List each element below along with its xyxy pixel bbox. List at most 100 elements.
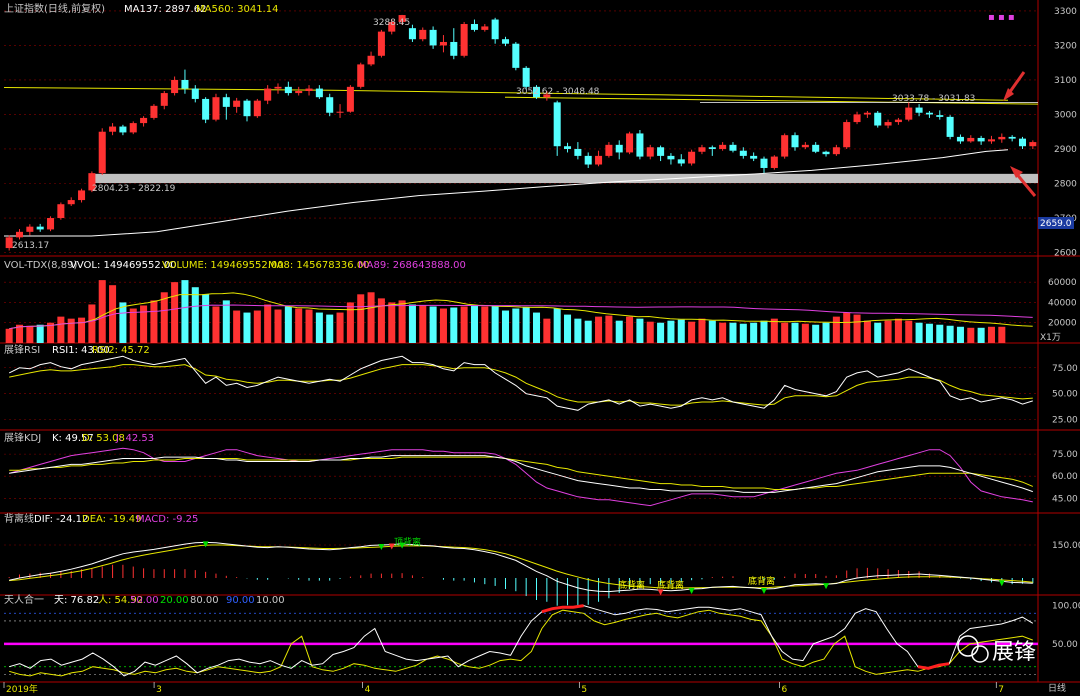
- volume-bar-88: [915, 322, 923, 343]
- candle-body-76: [791, 135, 799, 148]
- volume-bar-94: [977, 327, 985, 343]
- candle-body-83: [863, 112, 871, 115]
- volume-bar-17: [181, 280, 189, 343]
- volume-bar-75: [781, 322, 789, 343]
- tian-highlight-bottom: [917, 662, 950, 670]
- candle-body-70: [729, 144, 737, 151]
- candle-body-13: [140, 117, 148, 124]
- vvol-label: VVOL: 149469552.00: [70, 260, 177, 271]
- candle-body-35: [367, 55, 375, 65]
- volume-bar-51: [532, 312, 541, 343]
- volume-bar-52: [543, 318, 551, 343]
- volume-bar-71: [739, 323, 747, 343]
- candle-body-77: [801, 144, 809, 148]
- support-band: [90, 173, 1038, 184]
- vol-tick-20000: 20000: [1048, 319, 1077, 329]
- volume-bar-93: [967, 327, 975, 343]
- candle-body-12: [129, 123, 137, 133]
- macd-marker-top-2: [378, 544, 385, 550]
- candle-body-4: [47, 218, 55, 230]
- volume-bar-20: [212, 306, 220, 343]
- volume-bar-74: [770, 318, 778, 343]
- volume-bar-82: [853, 314, 861, 343]
- x-label-5: 7: [998, 685, 1004, 695]
- candle-body-22: [233, 100, 241, 107]
- rsi-tick-50: 50.00: [1052, 390, 1078, 400]
- bottom-divergence-label-3: 底背离: [748, 575, 775, 587]
- candle-body-86: [894, 119, 902, 123]
- candle-body-9: [98, 131, 106, 174]
- macd-tick-150: 150.00: [1052, 541, 1080, 551]
- volume-bar-23: [243, 312, 251, 343]
- candle-body-60: [626, 133, 634, 153]
- macd-marker-top-1: [202, 541, 209, 548]
- candle-body-23: [243, 100, 251, 117]
- red-arrow-2: [1010, 166, 1037, 197]
- price-annotations: 2613.17 2804.23 - 2822.19 3288.45 3052.6…: [12, 18, 975, 251]
- candle-body-55: [574, 148, 582, 156]
- current-price-value: 2659.0: [1040, 219, 1072, 229]
- candle-body-7: [78, 190, 86, 201]
- annotation-high: 3288.45: [373, 18, 410, 28]
- volume-bar-42: [439, 308, 447, 343]
- ren-line: [9, 609, 1033, 677]
- candle-body-74: [770, 156, 778, 168]
- kdj-d-line: [9, 456, 1033, 490]
- ma137-line: [4, 149, 1009, 237]
- volume-bar-43: [450, 307, 458, 343]
- volume-bar-15: [160, 292, 168, 343]
- macd-marker-bottom-1: [657, 589, 664, 596]
- volume-bar-73: [760, 320, 768, 343]
- candle-body-15: [160, 93, 168, 106]
- volume-bar-58: [605, 315, 613, 343]
- candle-body-11: [119, 126, 127, 133]
- period-label: 日线: [1048, 682, 1066, 694]
- candle-body-94: [977, 137, 985, 142]
- x-label-4: 6: [782, 685, 788, 695]
- volume-bar-4: [47, 322, 55, 343]
- candle-body-5: [57, 204, 65, 219]
- macd-label: MACD: -9.25: [136, 514, 198, 525]
- volume-bar-29: [305, 309, 313, 343]
- volume-bar-35: [367, 292, 375, 343]
- rsi-tick-75: 75.00: [1052, 364, 1078, 374]
- current-price-box: [1038, 217, 1074, 229]
- candle-body-29: [305, 88, 313, 91]
- macd-marker-bottom-4: [823, 583, 830, 590]
- volume-bar-85: [884, 320, 892, 343]
- volume-bar-32: [336, 312, 344, 343]
- volume-bar-55: [574, 318, 582, 343]
- candle-body-49: [512, 43, 520, 68]
- tian-line: [9, 605, 1034, 677]
- candle-body-47: [491, 19, 499, 40]
- volume-bar-13: [140, 305, 148, 343]
- macd-marker-top-3: [399, 542, 406, 549]
- candle-body-27: [284, 86, 292, 94]
- candle-body-26: [274, 86, 282, 89]
- volume-bar-45: [470, 305, 478, 343]
- candle-body-38: [398, 15, 406, 22]
- kdj-title: 展锋KDJ: [4, 431, 41, 444]
- volume-bar-33: [346, 302, 354, 343]
- kdj-k-label: K: 49.57: [52, 433, 94, 444]
- volume-bar-84: [874, 322, 882, 343]
- volume-bar-25: [264, 304, 272, 343]
- candle-body-90: [936, 115, 944, 117]
- volume-bar-27: [284, 306, 292, 343]
- volume-bar-59: [615, 320, 623, 343]
- candle-body-95: [987, 139, 995, 142]
- candle-body-20: [212, 97, 220, 120]
- volume-bar-66: [688, 321, 696, 343]
- candle-body-42: [439, 41, 447, 46]
- candle-body-56: [584, 155, 592, 165]
- level50-label: 50.00: [130, 595, 159, 606]
- top-divergence-label: 顶背离: [394, 536, 421, 548]
- volume-bar-3: [36, 324, 44, 343]
- annotation-support: 2804.23 - 2822.19: [92, 184, 176, 194]
- volume-bar-5: [57, 316, 65, 343]
- volume-bar-89: [925, 323, 933, 343]
- candle-body-18: [191, 88, 199, 99]
- level20-label: 20.00: [160, 595, 189, 606]
- candle-body-25: [264, 88, 272, 101]
